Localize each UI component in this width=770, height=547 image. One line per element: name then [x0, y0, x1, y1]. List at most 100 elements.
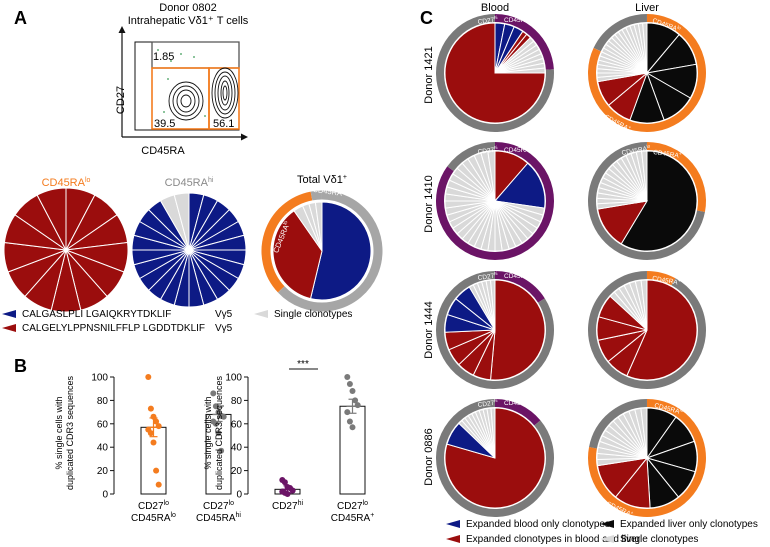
y-tick-label: 60: [97, 419, 109, 430]
bar-left-ylabel-1: % single cells with: [54, 396, 64, 469]
donor-liver-ring-segment: [588, 399, 706, 517]
y-tick-label: 100: [225, 373, 242, 384]
data-point: [155, 423, 162, 430]
pie-total-title: Total Vδ1+: [297, 174, 347, 186]
y-tick-label: 40: [97, 443, 109, 454]
donor-pie-blood: [436, 14, 554, 132]
data-point: [147, 405, 154, 412]
data-point: [150, 413, 157, 420]
donor-blood-slice: [489, 279, 546, 381]
bar: [339, 405, 366, 495]
flow-plot: Donor 0802 Intrahepatic Vδ1⁺ T cells CD2…: [115, 2, 249, 157]
data-point: [215, 430, 222, 437]
data-point: [212, 403, 219, 410]
donor-blood-slice: [490, 407, 496, 459]
legend-c-blood-only: Expanded blood only clonotypes: [466, 519, 610, 530]
donor-pie-blood: [436, 399, 554, 517]
y-tick-label: 0: [236, 490, 242, 501]
pie-total-ring-segment: [261, 191, 313, 293]
panel-b-label: B: [14, 356, 27, 376]
donor-liver-ring-segment: [593, 14, 648, 52]
data-point: [153, 467, 160, 474]
legend-c-single: Single clonotypes: [620, 534, 698, 545]
donor-liver-ring-segment: [646, 142, 706, 213]
donor-pies: [436, 14, 706, 517]
gate-bl-value: 39.5: [154, 118, 175, 130]
category-label-line1: CD27lo: [203, 500, 234, 512]
pie-total-ring-grey-label: CD45RAhi: [312, 185, 346, 199]
column-liver-label: Liver: [635, 2, 659, 14]
bar: [205, 413, 232, 495]
ring-label-1410-blood-cd45: CD45RA+: [504, 146, 533, 155]
data-point: [289, 487, 296, 494]
donor-liver-slice: [641, 150, 648, 202]
ring-label-1444-blood-cd27: CD27hi: [477, 271, 498, 282]
donor-liver-slice: [640, 407, 648, 459]
y-tick-label: 40: [231, 443, 243, 454]
data-point: [284, 491, 291, 497]
donor-pie-liver: [588, 399, 706, 517]
legend-c-grey: [600, 535, 614, 543]
sequence-legend: CALGASLPLI LGAIQKRYTDKLIF Vγ5 CALGELYLPP…: [2, 309, 352, 334]
legend-navy-marker: [2, 310, 16, 318]
donor-blood-ring-segment: [436, 14, 554, 132]
flow-contours: [168, 67, 239, 121]
data-point: [210, 390, 217, 397]
data-point: [218, 447, 225, 454]
data-point: [155, 481, 162, 488]
donor-blood-slice: [489, 279, 496, 331]
flow-x-arrow: [241, 133, 248, 141]
flow-title-cells: Intrahepatic Vδ1⁺ T cells: [128, 15, 249, 27]
legend-seq-2-v: Vγ5: [215, 323, 233, 334]
data-point: [346, 381, 353, 388]
ring-label-1410-liver-cd45: CD45RA+: [653, 148, 683, 160]
pie-hi-title: CD45RAhi: [165, 177, 214, 189]
pie-cd45ra-hi: [131, 192, 247, 308]
donor-liver-slice: [640, 279, 648, 331]
donor-liver-ring-segment: [588, 271, 706, 389]
y-tick-label: 20: [231, 466, 243, 477]
data-point: [150, 439, 157, 446]
donor-blood-ring-segment: [436, 142, 554, 260]
legend-c-black: [600, 520, 614, 528]
pie-total-ring-segment: [277, 190, 383, 312]
category-label-line1: CD27hi: [272, 500, 303, 512]
gate-top-value: 1.85: [153, 51, 174, 63]
bar-right-ylabel-2: duplicated CDR3 sequences: [214, 375, 224, 490]
panel-b: B % single cells with duplicated CDR3 se…: [14, 356, 374, 524]
bar: [140, 426, 167, 495]
data-point: [212, 420, 219, 427]
donor-pie-blood: [436, 271, 554, 389]
pie-hi-slice: [173, 192, 190, 251]
donor-blood-slice: [444, 22, 546, 124]
donor-blood-ring-segment: [494, 271, 545, 303]
gate-br-value: 56.1: [213, 118, 234, 130]
y-tick-label: 20: [97, 466, 109, 477]
bar-right-ylabel-1: % single cells with: [203, 396, 213, 469]
data-point: [147, 430, 154, 437]
donor-blood-ring-segment: [494, 14, 554, 70]
pie-total-slice: [309, 201, 372, 301]
donor-liver-ring-segment: [588, 142, 705, 260]
data-point: [352, 397, 359, 404]
y-tick-label: 0: [102, 490, 108, 501]
pie-total-slice: [272, 210, 323, 300]
donor-liver-ring-segment: [588, 14, 706, 132]
legend-single: Single clonotypes: [274, 309, 352, 320]
category-label-line1: CD27lo: [138, 500, 169, 512]
donor-pie-liver: [588, 14, 706, 132]
flow-title-donor: Donor 0802: [159, 2, 217, 14]
ring-label-1444-blood-cd45: CD45RA+: [504, 272, 533, 281]
data-point: [153, 418, 160, 425]
panel-c: C Blood Liver Donor 1421 Donor 1410 Dono…: [420, 2, 758, 545]
y-tick-label: 100: [91, 373, 108, 384]
category-label-line2: CD45RAlo: [131, 512, 176, 524]
data-point: [344, 409, 351, 416]
category-label-line1: CD27lo: [337, 500, 368, 512]
donor-pie-blood: [436, 142, 554, 260]
pie-total-vd1: [261, 190, 383, 312]
donor-blood-ring-segment: [436, 271, 554, 389]
ring-label-1421-blood-cd45: CD45RA+: [504, 16, 533, 25]
data-point: [281, 479, 288, 486]
